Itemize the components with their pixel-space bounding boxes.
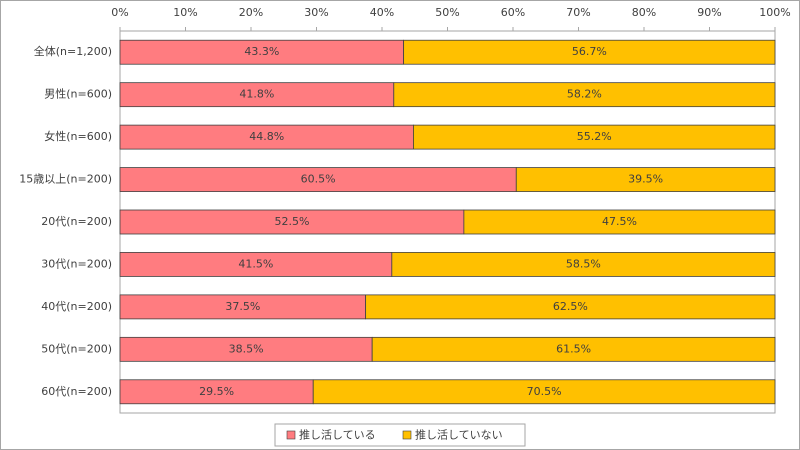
bar-segment [119,336,373,362]
value-label: 38.5% [229,342,264,355]
value-label: 39.5% [628,173,663,186]
y-tick-label: 女性(n=600) [44,129,112,143]
x-tick-label: 90% [697,6,721,19]
value-label: 41.5% [238,257,273,270]
legend-label: 推し活している [299,428,376,442]
value-label: 70.5% [527,385,562,398]
value-label: 41.8% [239,88,274,101]
x-tick-label: 20% [239,6,263,19]
legend-swatch [286,430,296,440]
bar-segment [119,124,414,150]
x-tick-label: 80% [632,6,656,19]
y-tick-label: 50代(n=200) [41,342,112,355]
value-label: 62.5% [553,300,588,313]
y-tick-label: 男性(n=600) [44,87,112,101]
y-tick-label: 15歳以上(n=200) [19,173,112,186]
y-tick-label: 20代(n=200) [41,215,112,228]
bar-segment [391,252,776,277]
x-tick-label: 60% [501,6,525,19]
y-tick-label: 30代(n=200) [41,257,112,270]
bar-segment [119,294,367,320]
value-label: 44.8% [249,130,284,143]
bar-segment [119,167,517,192]
bar-segment [119,209,465,235]
bar-segment [393,82,776,108]
legend-box [274,423,526,447]
value-label: 56.7% [572,45,607,58]
bar-segment [403,39,776,65]
value-label: 58.5% [566,257,601,270]
bar-segment [119,379,314,405]
bar-segment [371,336,776,362]
value-label: 55.2% [577,130,612,143]
bar-segment [463,209,776,235]
value-label: 52.5% [274,215,309,228]
value-label: 37.5% [225,300,260,313]
y-tick-label: 40代(n=200) [41,300,112,313]
y-tick-label: 60代(n=200) [41,385,112,398]
x-tick-label: 50% [435,6,459,19]
value-label: 29.5% [199,385,234,398]
x-tick-label: 0% [111,6,128,19]
legend-label: 推し活していない [415,428,503,442]
value-label: 58.2% [567,88,602,101]
value-label: 60.5% [301,173,336,186]
bar-segment [515,167,776,192]
x-tick-label: 10% [173,6,197,19]
bar-segment [365,294,776,320]
value-label: 47.5% [602,215,637,228]
x-tick-label: 30% [304,6,328,19]
x-tick-label: 40% [370,6,394,19]
bar-segment [413,124,776,150]
bar-segment [312,379,776,405]
value-label: 61.5% [556,342,591,355]
x-tick-label: 100% [759,6,790,19]
legend-swatch [402,430,412,440]
value-label: 43.3% [244,45,279,58]
y-tick-label: 全体(n=1,200) [34,44,112,58]
x-tick-label: 70% [566,6,590,19]
bar-segment [119,252,393,277]
